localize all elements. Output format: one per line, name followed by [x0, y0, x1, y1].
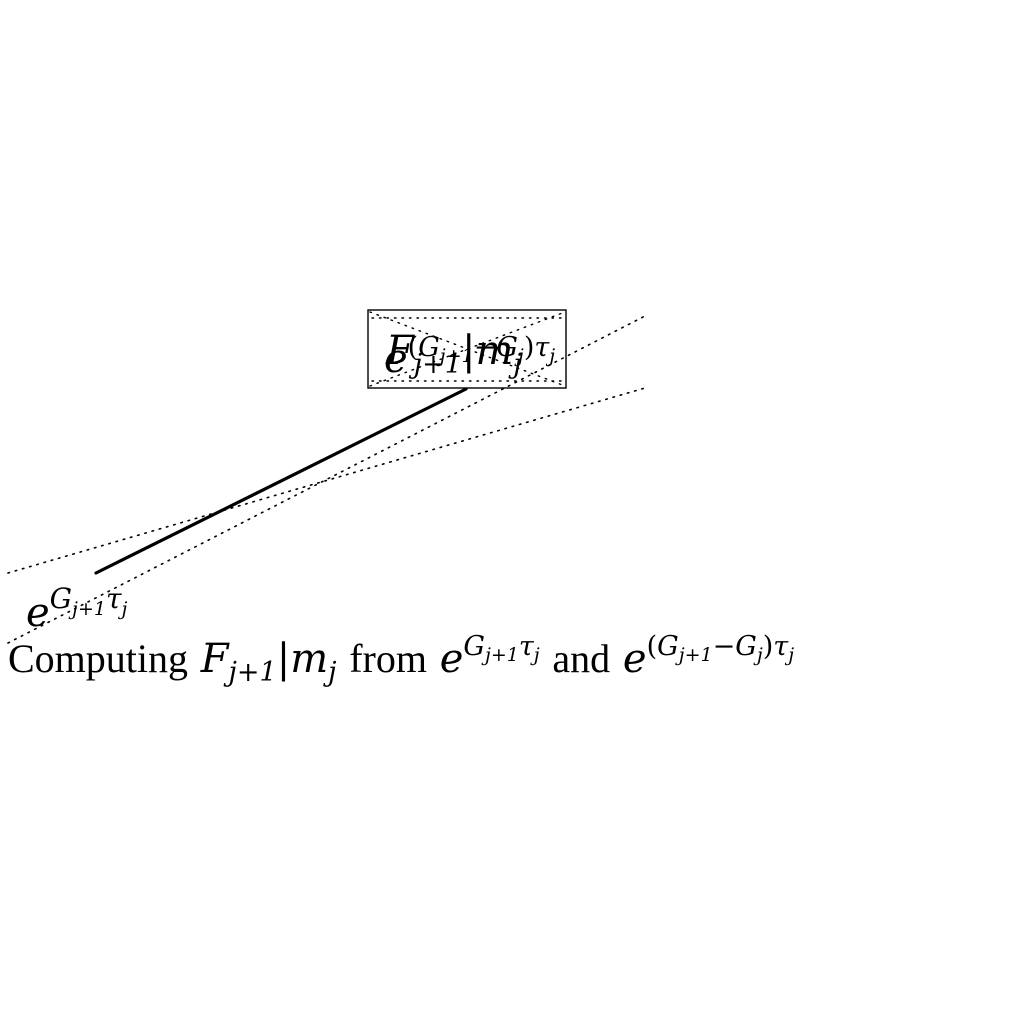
bottom-left-label: eGj+1τj — [26, 582, 127, 636]
dotted-guide-lower-left — [7, 315, 646, 644]
box-label: Fj+1|mj — [385, 328, 522, 380]
dotted-guide-upper-left — [7, 387, 646, 574]
diagram-caption: Computing Fj+1|mj from eGj+1τj and e(Gj+… — [8, 631, 794, 688]
solid-connector-line — [94, 387, 468, 575]
box-overlay-label: e(Gj+1−Gj)τj — [384, 332, 555, 382]
dotted-box-diagonal-a — [369, 311, 566, 387]
dotted-box-diagonal-b — [369, 311, 566, 387]
